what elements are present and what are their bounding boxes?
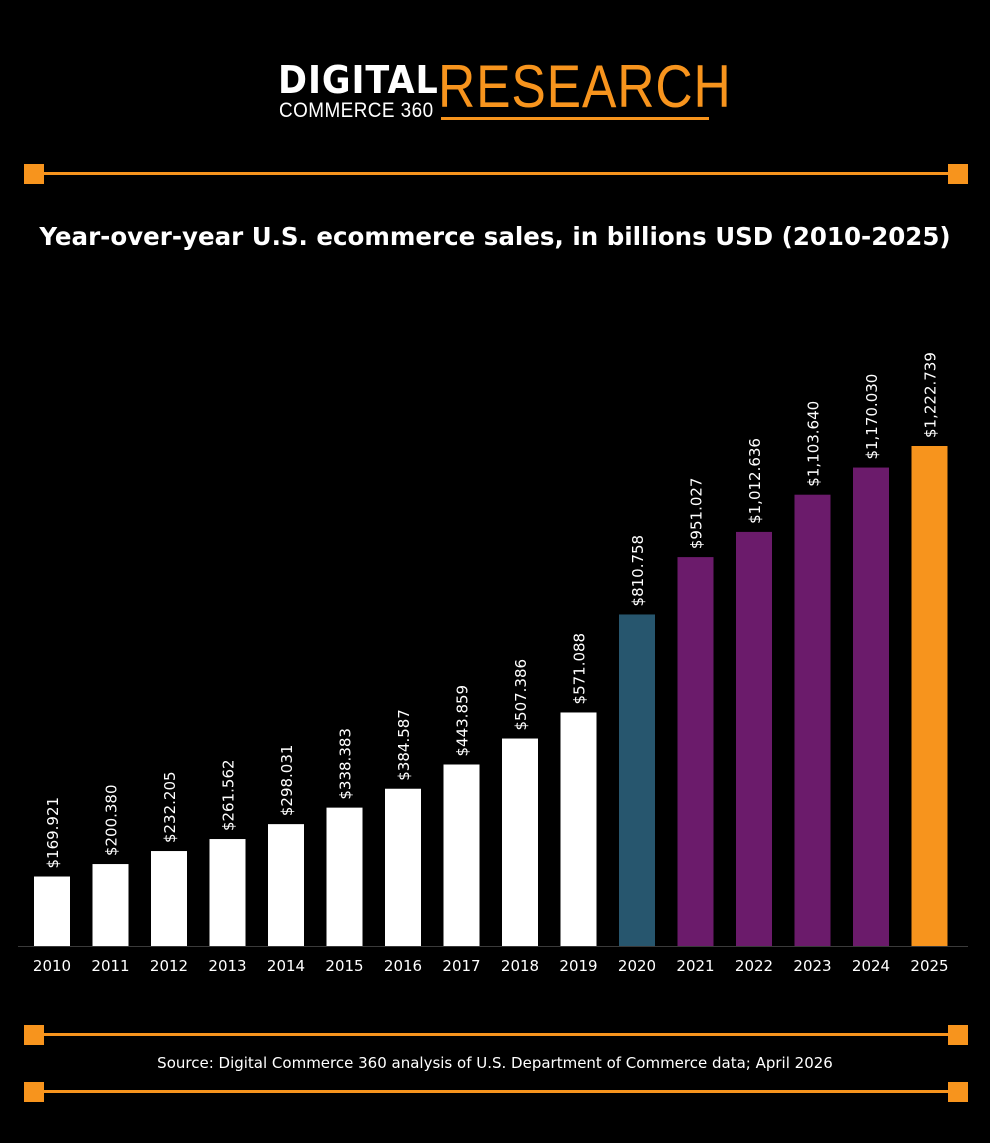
bar-2023 bbox=[794, 494, 831, 946]
x-tick-label-2019: 2019 bbox=[559, 957, 597, 975]
data-label-2018: $507.386 bbox=[512, 659, 530, 731]
x-tick-label-2024: 2024 bbox=[852, 957, 890, 975]
x-tick-label-2015: 2015 bbox=[325, 957, 363, 975]
bar-2021 bbox=[677, 557, 714, 946]
logo-digital-text: DIGITAL bbox=[278, 58, 439, 102]
x-tick-label-2025: 2025 bbox=[910, 957, 948, 975]
x-tick-label-2020: 2020 bbox=[618, 957, 656, 975]
bar-2024 bbox=[853, 467, 889, 946]
data-label-2019: $571.088 bbox=[571, 633, 589, 705]
source-note: Source: Digital Commerce 360 analysis of… bbox=[157, 1054, 833, 1072]
bar-2018 bbox=[502, 738, 538, 946]
bar-chart: $169.921 2010 $200.380 2011 $232.205 2012 $261… bbox=[18, 352, 968, 975]
data-label-2020: $810.758 bbox=[629, 535, 647, 607]
data-label-2013: $261.562 bbox=[220, 759, 238, 831]
bar-2014 bbox=[268, 824, 304, 946]
x-tick-label-2011: 2011 bbox=[91, 957, 129, 975]
x-tick-label-2018: 2018 bbox=[501, 957, 539, 975]
data-label-2011: $200.380 bbox=[103, 784, 121, 856]
divider-line bbox=[34, 1090, 958, 1093]
bar-2020 bbox=[619, 614, 655, 946]
bar-2016 bbox=[385, 788, 421, 946]
bar-2012 bbox=[151, 851, 187, 946]
divider-square-right bbox=[948, 164, 968, 184]
data-label-2014: $298.031 bbox=[278, 745, 296, 817]
divider-square-right bbox=[948, 1025, 968, 1045]
x-tick-label-2023: 2023 bbox=[793, 957, 831, 975]
bar-2025 bbox=[911, 446, 948, 946]
bar-2019 bbox=[560, 712, 597, 946]
divider-line bbox=[34, 172, 958, 175]
x-tick-label-2014: 2014 bbox=[267, 957, 305, 975]
data-label-2016: $384.587 bbox=[395, 709, 413, 781]
divider-square-left bbox=[24, 1082, 44, 1102]
bar-2017 bbox=[443, 764, 480, 946]
top-divider bbox=[24, 164, 968, 184]
data-label-2021: $951.027 bbox=[688, 478, 706, 550]
source-divider-top bbox=[24, 1025, 968, 1045]
data-label-2015: $338.383 bbox=[337, 728, 355, 800]
data-label-2012: $232.205 bbox=[161, 771, 179, 843]
divider-line bbox=[34, 1033, 958, 1036]
divider-square-left bbox=[24, 164, 44, 184]
bar-2015 bbox=[326, 807, 363, 946]
logo-commerce-text: COMMERCE 360 bbox=[279, 99, 434, 122]
x-tick-label-2010: 2010 bbox=[33, 957, 71, 975]
bar-2022 bbox=[736, 531, 772, 946]
x-tick-label-2022: 2022 bbox=[735, 957, 773, 975]
x-tick-label-2017: 2017 bbox=[442, 957, 480, 975]
data-label-2010: $169.921 bbox=[44, 797, 62, 869]
data-label-2024: $1,170.030 bbox=[863, 374, 881, 460]
x-tick-label-2016: 2016 bbox=[384, 957, 422, 975]
chart-title: Year-over-year U.S. ecommerce sales, in … bbox=[39, 222, 951, 251]
bar-2013 bbox=[209, 839, 246, 946]
source-divider-bottom bbox=[24, 1082, 968, 1102]
bar-2011 bbox=[92, 864, 129, 946]
data-label-2025: $1,222.739 bbox=[922, 352, 940, 438]
x-tick-label-2013: 2013 bbox=[208, 957, 246, 975]
logo-underline bbox=[441, 117, 709, 120]
data-label-2017: $443.859 bbox=[454, 685, 472, 757]
bar-2010 bbox=[34, 876, 70, 946]
divider-square-right bbox=[948, 1082, 968, 1102]
divider-square-left bbox=[24, 1025, 44, 1045]
digital-commerce-360-research-logo: DIGITAL COMMERCE 360 RESEARCH bbox=[278, 56, 731, 124]
data-label-2022: $1,012.636 bbox=[746, 438, 764, 524]
x-tick-label-2012: 2012 bbox=[150, 957, 188, 975]
data-label-2023: $1,103.640 bbox=[805, 401, 823, 487]
x-tick-label-2021: 2021 bbox=[676, 957, 714, 975]
logo-research-text: RESEARCH bbox=[438, 53, 732, 120]
